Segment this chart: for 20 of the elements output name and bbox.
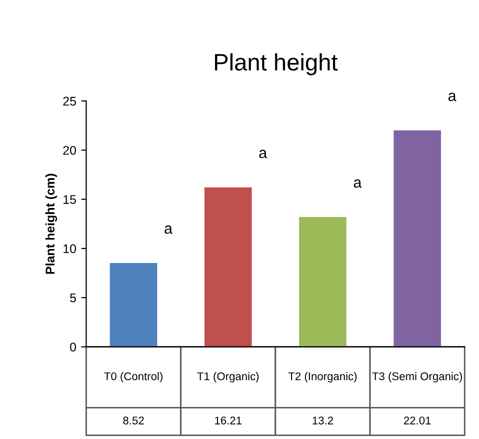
x-tick-label: T3 (Semi Organic) <box>372 372 462 382</box>
annotation: a <box>448 92 456 102</box>
data-label: 16.21 <box>215 416 242 424</box>
y-tick-label: 15 <box>64 195 76 204</box>
y-tick-label: 5 <box>70 294 76 302</box>
x-tick-label: T1 (Organic) <box>197 372 259 382</box>
data-label: 22.01 <box>404 416 431 424</box>
annotation: a <box>164 225 172 234</box>
annotation: a <box>259 150 268 158</box>
data-label: 8.52 <box>123 416 144 424</box>
y-tick-label: 20 <box>63 146 76 155</box>
y-tick-label: 10 <box>64 244 76 254</box>
y-tick-label: 25 <box>63 96 76 106</box>
x-tick-label: T0 (Control) <box>104 372 162 382</box>
y-axis-title: Plant height (cm) <box>45 174 58 274</box>
x-tick-label: T2 (Inorganic) <box>288 372 357 382</box>
annotation: a <box>354 179 362 188</box>
y-tick-label: 0 <box>70 342 76 352</box>
data-label: 13.2 <box>312 416 333 424</box>
chart-title: Plant height <box>215 53 338 76</box>
